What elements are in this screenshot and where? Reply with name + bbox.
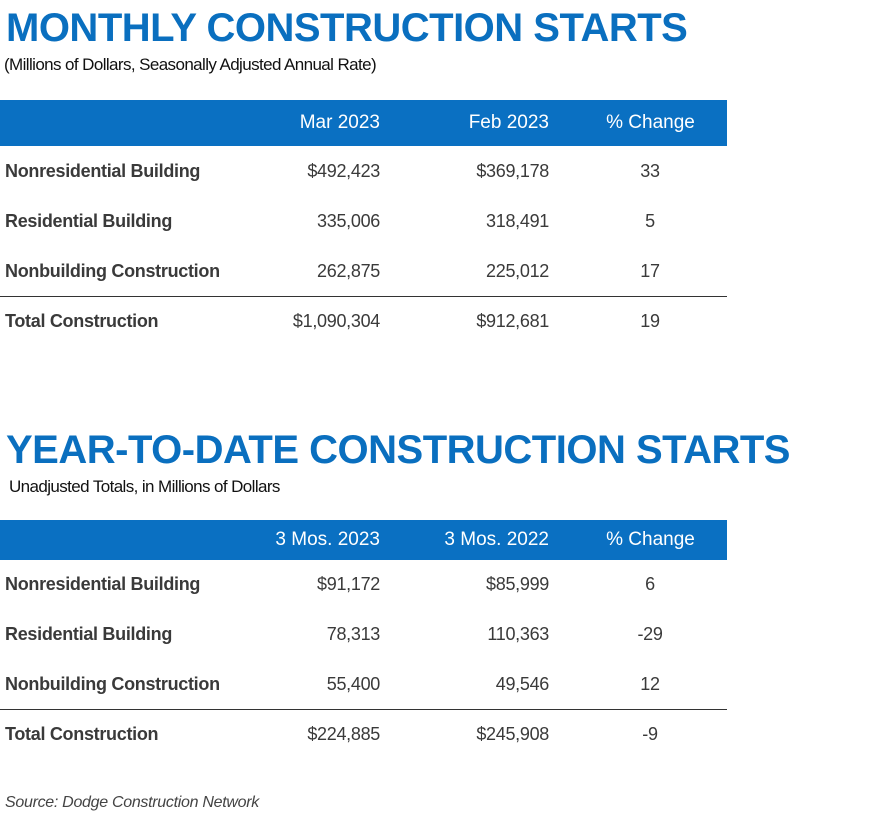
monthly-subtitle: (Millions of Dollars, Seasonally Adjuste… xyxy=(4,55,377,74)
row-label: Nonbuilding Construction xyxy=(5,261,220,281)
cell: 33 xyxy=(640,161,660,181)
cell: 49,546 xyxy=(495,674,550,694)
cell: 55,400 xyxy=(326,674,381,694)
cell: $85,999 xyxy=(486,574,549,594)
cell: $224,885 xyxy=(307,724,380,744)
divider xyxy=(0,709,727,710)
header-mar-2023: Mar 2023 xyxy=(299,112,380,133)
row-label: Total Construction xyxy=(5,724,159,744)
row-label: Residential Building xyxy=(5,211,173,231)
cell: $245,908 xyxy=(476,724,549,744)
total-row: Total Construction $224,885 $245,908 -9 xyxy=(0,720,727,750)
cell: 225,012 xyxy=(486,261,549,281)
monthly-header-bar: Mar 2023 Feb 2023 % Change xyxy=(0,100,727,146)
monthly-title: MONTHLY CONSTRUCTION STARTS xyxy=(6,6,688,50)
table-row: Nonbuilding Construction 262,875 225,012… xyxy=(0,257,727,287)
cell: 78,313 xyxy=(326,624,381,644)
cell: $91,172 xyxy=(317,574,380,594)
cell: 6 xyxy=(645,574,655,594)
row-label: Nonresidential Building xyxy=(5,574,201,594)
row-label: Nonbuilding Construction xyxy=(5,674,220,694)
cell: $492,423 xyxy=(307,161,380,181)
row-label: Residential Building xyxy=(5,624,173,644)
divider xyxy=(0,296,727,297)
cell: -29 xyxy=(637,624,663,644)
table-row: Nonresidential Building $492,423 $369,17… xyxy=(0,157,727,187)
header-3mos-2023: 3 Mos. 2023 xyxy=(275,529,380,550)
table-row: Residential Building 335,006 318,491 5 xyxy=(0,207,727,237)
header-pct-change: % Change xyxy=(606,112,695,133)
cell: 17 xyxy=(640,261,660,281)
cell: 335,006 xyxy=(317,211,380,231)
header-3mos-2022: 3 Mos. 2022 xyxy=(444,529,549,550)
cell: 262,875 xyxy=(317,261,380,281)
header-pct-change: % Change xyxy=(606,529,695,550)
cell: -9 xyxy=(642,724,658,744)
cell: 110,363 xyxy=(487,624,549,644)
ytd-header-bar: 3 Mos. 2023 3 Mos. 2022 % Change xyxy=(0,520,727,560)
cell: 12 xyxy=(640,674,660,694)
cell: 5 xyxy=(645,211,655,231)
table-row: Residential Building 78,313 110,363 -29 xyxy=(0,620,727,650)
total-row: Total Construction $1,090,304 $912,681 1… xyxy=(0,307,727,337)
ytd-title: YEAR-TO-DATE CONSTRUCTION STARTS xyxy=(6,428,790,472)
header-feb-2023: Feb 2023 xyxy=(468,112,549,133)
row-label: Total Construction xyxy=(5,311,159,331)
cell: $912,681 xyxy=(476,311,549,331)
cell: 318,491 xyxy=(486,211,549,231)
cell: 19 xyxy=(640,311,660,331)
table-row: Nonbuilding Construction 55,400 49,546 1… xyxy=(0,670,727,700)
source-note: Source: Dodge Construction Network xyxy=(5,794,259,811)
cell: $1,090,304 xyxy=(292,311,380,331)
cell: $369,178 xyxy=(476,161,549,181)
row-label: Nonresidential Building xyxy=(5,161,201,181)
ytd-subtitle: Unadjusted Totals, in Millions of Dollar… xyxy=(9,477,280,496)
table-row: Nonresidential Building $91,172 $85,999 … xyxy=(0,570,727,600)
